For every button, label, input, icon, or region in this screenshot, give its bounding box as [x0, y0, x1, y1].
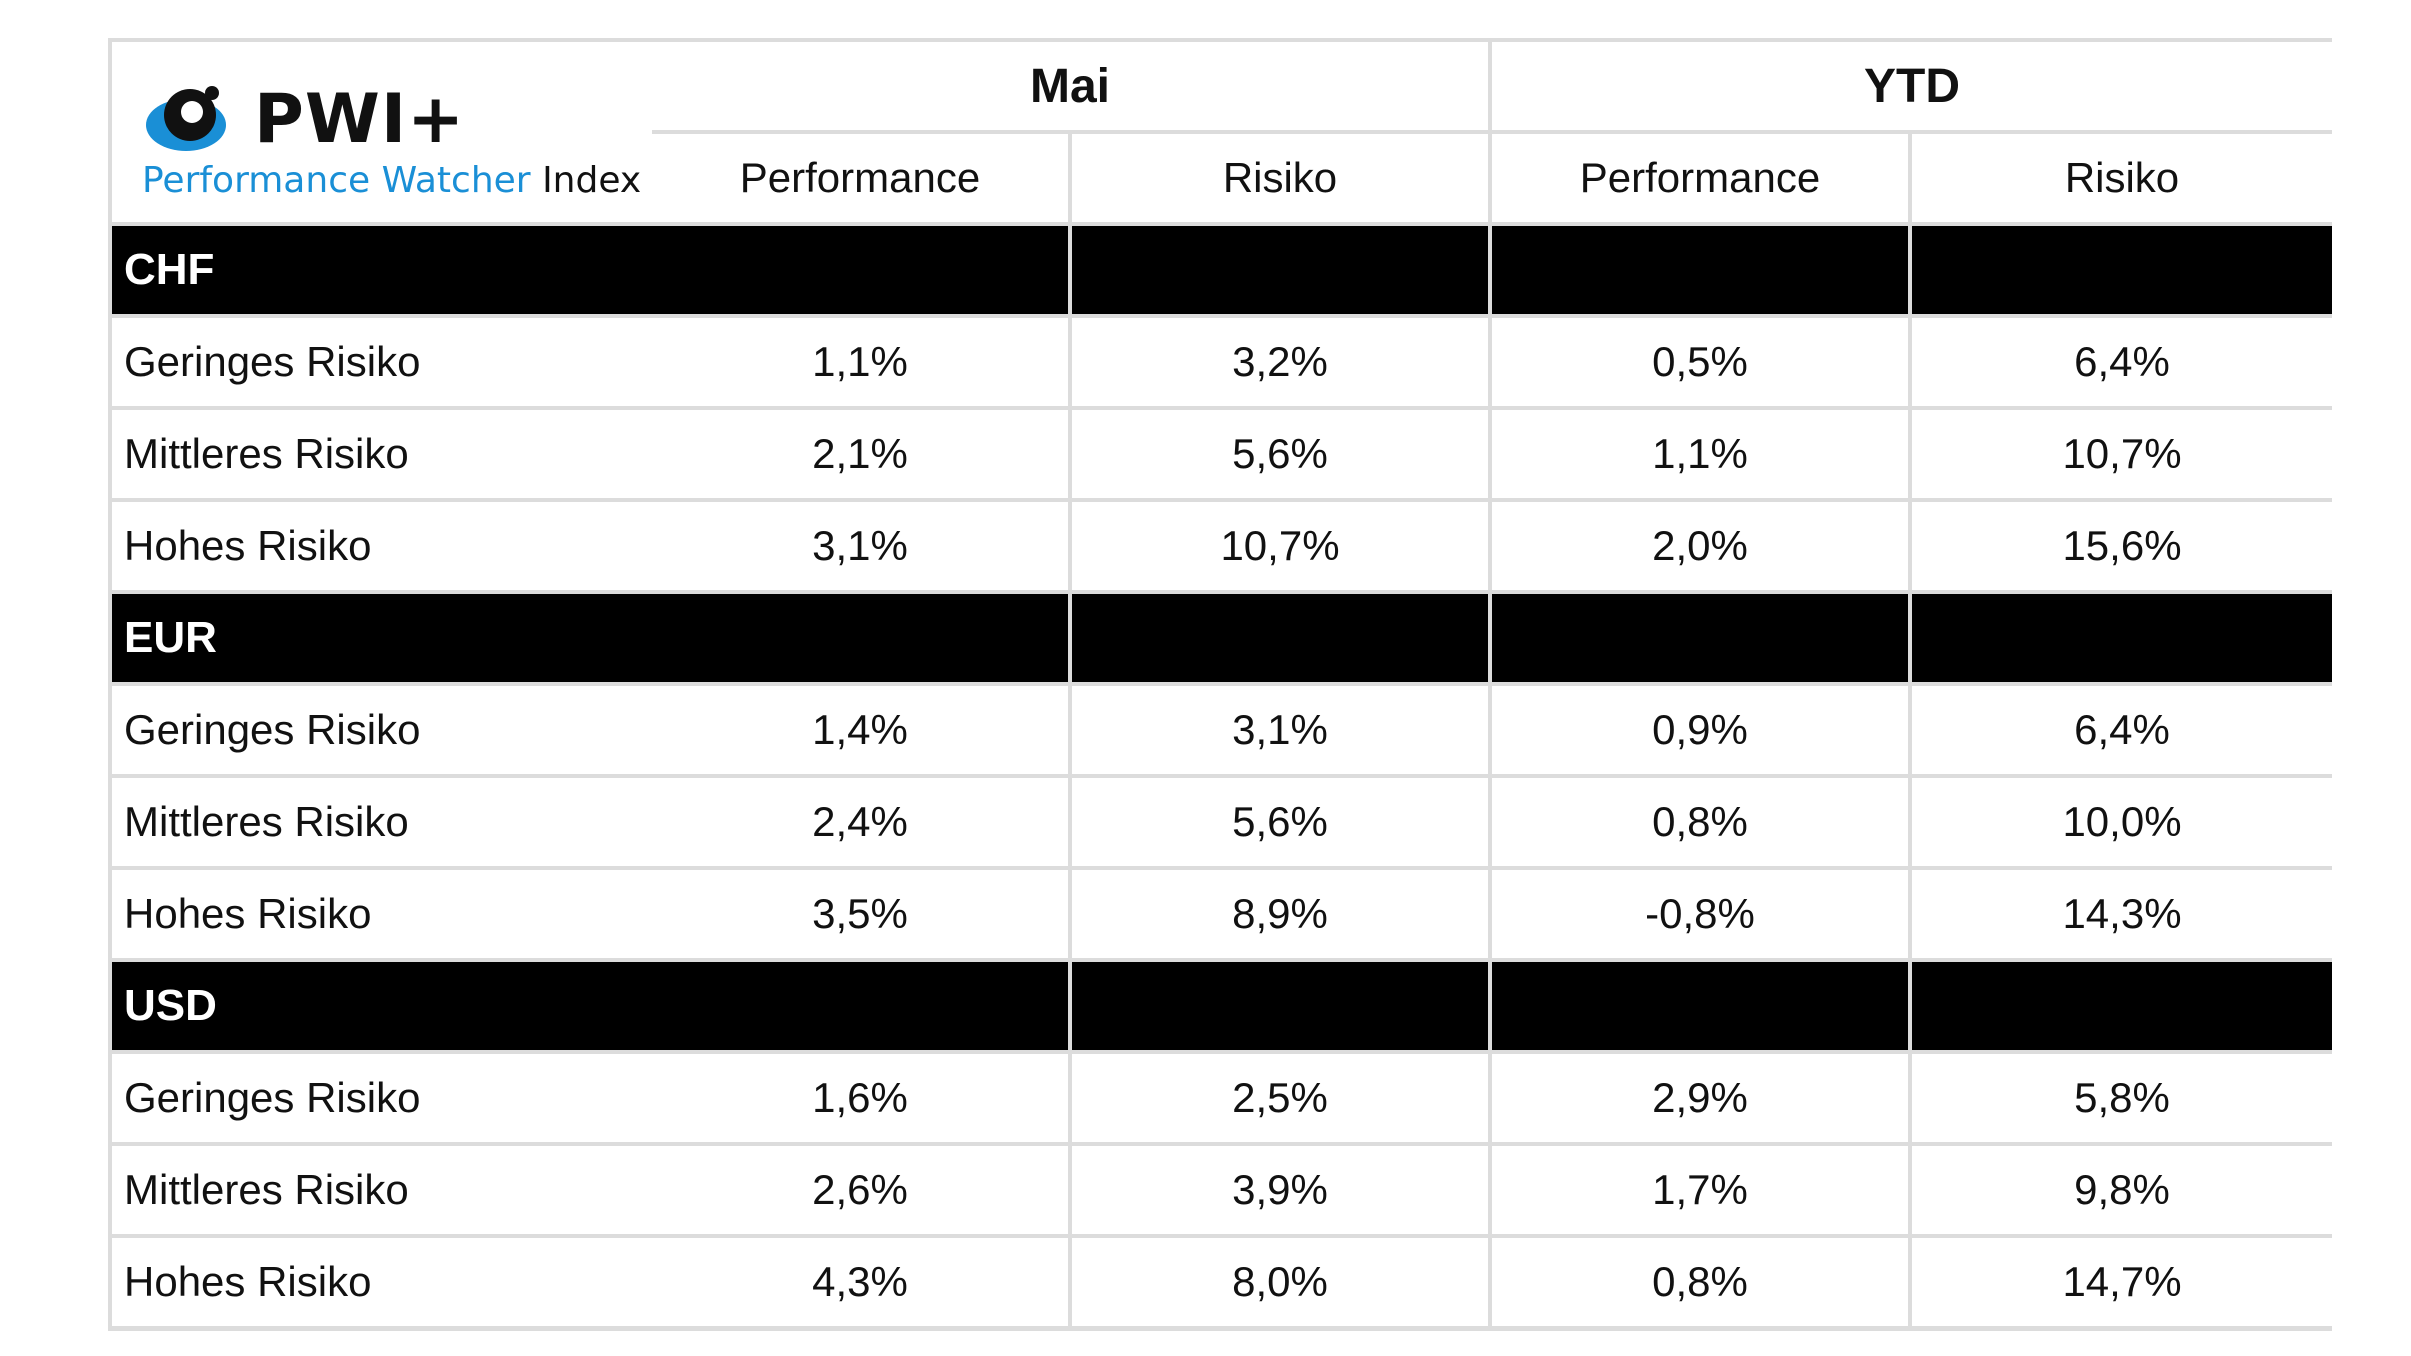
value-cell: 14,3%: [1912, 870, 2332, 958]
group-header-ytd: YTD: [1492, 42, 2332, 130]
value-cell: 3,1%: [1072, 686, 1488, 774]
section-band-cell: [1072, 962, 1488, 1050]
value-cell: 3,2%: [1072, 318, 1488, 406]
logo-cell: PWI+ Performance Watcher Index: [112, 42, 652, 222]
value-cell: 5,8%: [1912, 1054, 2332, 1142]
value-cell: 3,1%: [652, 502, 1068, 590]
value-cell: 8,9%: [1072, 870, 1488, 958]
section-band-cell: [1072, 226, 1488, 314]
value-cell: 2,6%: [652, 1146, 1068, 1234]
logo-name: PWI+: [254, 80, 466, 159]
value-cell: 1,1%: [1492, 410, 1908, 498]
value-cell: 14,7%: [1912, 1238, 2332, 1326]
value-cell: 9,8%: [1912, 1146, 2332, 1234]
section-band-cell: [1492, 226, 1908, 314]
row-label: Hohes Risiko: [112, 502, 652, 590]
value-cell: 4,3%: [652, 1238, 1068, 1326]
section-header-usd: USD: [112, 962, 652, 1050]
value-cell: 2,9%: [1492, 1054, 1908, 1142]
value-cell: 10,7%: [1072, 502, 1488, 590]
logo-subtitle: Performance Watcher Index: [142, 160, 641, 201]
group-header-mai: Mai: [652, 42, 1488, 130]
section-band-cell: [652, 962, 1068, 1050]
row-label: Hohes Risiko: [112, 1238, 652, 1326]
value-cell: 15,6%: [1912, 502, 2332, 590]
value-cell: 8,0%: [1072, 1238, 1488, 1326]
logo-subtitle-colored: Performance Watcher: [142, 160, 531, 201]
value-cell: 2,4%: [652, 778, 1068, 866]
value-cell: 1,4%: [652, 686, 1068, 774]
section-band-cell: [1912, 594, 2332, 682]
value-cell: 2,1%: [652, 410, 1068, 498]
value-cell: 5,6%: [1072, 778, 1488, 866]
value-cell: 10,7%: [1912, 410, 2332, 498]
logo-subtitle-dark: Index: [542, 160, 642, 201]
row-label: Hohes Risiko: [112, 870, 652, 958]
column-header-performance: Performance: [652, 134, 1068, 222]
logo: PWI+: [142, 80, 465, 159]
row-label: Geringes Risiko: [112, 686, 652, 774]
value-cell: 0,8%: [1492, 1238, 1908, 1326]
value-cell: 1,1%: [652, 318, 1068, 406]
column-header-risiko: Risiko: [1072, 134, 1488, 222]
row-label: Geringes Risiko: [112, 318, 652, 406]
column-header-risiko: Risiko: [1912, 134, 2332, 222]
section-band-cell: [1492, 962, 1908, 1050]
value-cell: 0,8%: [1492, 778, 1908, 866]
value-cell: 0,9%: [1492, 686, 1908, 774]
value-cell: 1,6%: [652, 1054, 1068, 1142]
value-cell: -0,8%: [1492, 870, 1908, 958]
section-header-chf: CHF: [112, 226, 652, 314]
value-cell: 10,0%: [1912, 778, 2332, 866]
value-cell: 5,6%: [1072, 410, 1488, 498]
section-band-cell: [1072, 594, 1488, 682]
eye-logo-icon: [146, 85, 226, 151]
value-cell: 3,9%: [1072, 1146, 1488, 1234]
section-header-eur: EUR: [112, 594, 652, 682]
section-band-cell: [1492, 594, 1908, 682]
value-cell: 1,7%: [1492, 1146, 1908, 1234]
section-band-cell: [1912, 226, 2332, 314]
section-band-cell: [1912, 962, 2332, 1050]
value-cell: 6,4%: [1912, 686, 2332, 774]
value-cell: 0,5%: [1492, 318, 1908, 406]
value-cell: 2,5%: [1072, 1054, 1488, 1142]
value-cell: 3,5%: [652, 870, 1068, 958]
value-cell: 6,4%: [1912, 318, 2332, 406]
row-label: Mittleres Risiko: [112, 410, 652, 498]
value-cell: 2,0%: [1492, 502, 1908, 590]
section-band-cell: [652, 226, 1068, 314]
column-header-performance: Performance: [1492, 134, 1908, 222]
performance-table: PWI+ Performance Watcher Index Mai YTD Per…: [108, 38, 2332, 1331]
row-label: Mittleres Risiko: [112, 778, 652, 866]
row-label: Geringes Risiko: [112, 1054, 652, 1142]
row-label: Mittleres Risiko: [112, 1146, 652, 1234]
section-band-cell: [652, 594, 1068, 682]
